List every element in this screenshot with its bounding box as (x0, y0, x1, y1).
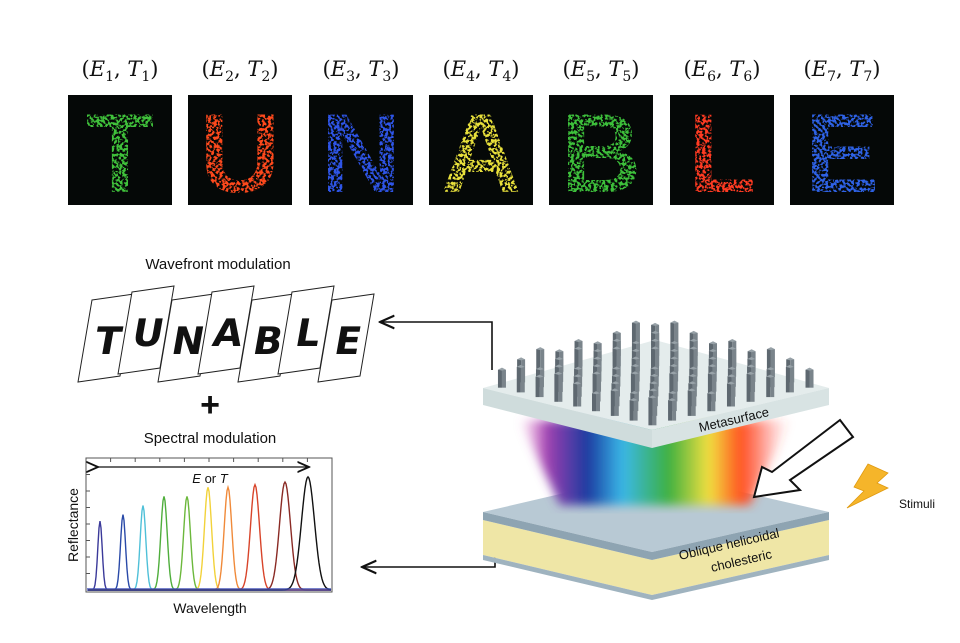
letter-card: A (197, 285, 255, 375)
hologram-tile-u: U (188, 91, 292, 216)
hologram-tile-t: T (68, 91, 172, 216)
hologram-letter: N (321, 91, 402, 216)
nanopillar (516, 364, 525, 393)
wavefront-title: Wavefront modulation (145, 256, 290, 273)
state-label: (E6, T6) (684, 57, 761, 85)
nanopillar (651, 346, 660, 377)
nanopillars (497, 320, 814, 426)
nanopillar (630, 371, 639, 402)
nanopillar (592, 371, 601, 402)
x-axis-label: Wavelength (173, 600, 246, 616)
hologram-tile-e: E (790, 91, 894, 216)
nanopillar (592, 391, 601, 412)
hologram-letter: E (805, 91, 880, 216)
nanopillar (726, 381, 735, 407)
letter-card: E (317, 293, 375, 383)
nanopillar (574, 346, 583, 377)
hologram-letter: L (688, 91, 756, 216)
range-annotation: E or T (192, 471, 228, 486)
wavefront-arrow (380, 322, 493, 370)
letter-card: L (277, 285, 335, 375)
stimuli-label: Stimuli (899, 497, 935, 511)
hologram-letter: B (561, 91, 642, 216)
hologram-tile-n: N (309, 91, 413, 216)
nanopillar (629, 398, 638, 421)
nanopillar (728, 346, 737, 377)
nanopillar (535, 374, 544, 398)
nanopillar (746, 371, 755, 402)
hologram-letter: T (86, 91, 154, 216)
hologram-tile-a: A (429, 91, 533, 216)
letter-card: T (77, 293, 135, 383)
nanopillar (497, 367, 506, 388)
hologram-letter: A (441, 91, 522, 216)
nanopillar (687, 388, 696, 416)
hologram-tile-l: L (670, 91, 774, 216)
reflected-spectrum-beam (520, 420, 790, 505)
nanopillar (766, 374, 775, 398)
baseline (87, 588, 331, 591)
nanopillar (648, 395, 657, 426)
spectrum-chart: E or T Reflectance Wavelength (65, 457, 333, 616)
nanopillar (536, 347, 545, 378)
hologram-letter: U (200, 91, 281, 216)
spectral-title: Spectral modulation (144, 430, 277, 447)
hologram-row: (E1, T1) (E2, T2) (E3, T3) (E4, T4) (E5, T5)… (68, 57, 894, 216)
state-label: (E3, T3) (323, 57, 400, 85)
nanopillar (766, 347, 775, 378)
nanopillar (707, 391, 716, 412)
lightning-icon (846, 463, 889, 509)
nanopillar (669, 371, 678, 402)
plus-sign: + (200, 386, 220, 424)
nanopillar (610, 388, 619, 416)
nanopillar (631, 320, 640, 351)
state-label: (E7, T7) (804, 57, 881, 85)
nanopillar (707, 371, 716, 402)
nanopillar (805, 367, 814, 388)
nanopillar (670, 320, 679, 351)
state-label: (E5, T5) (563, 57, 640, 85)
nanopillar (689, 346, 698, 377)
nanopillar (785, 364, 794, 393)
nanopillar (554, 371, 563, 402)
nanopillar (612, 346, 621, 377)
y-axis-label: Reflectance (65, 488, 81, 562)
device-illustration: Metasurface Oblique helicoidal cholester… (483, 320, 935, 600)
nanopillar (573, 381, 582, 407)
nanopillar (668, 398, 677, 421)
state-label: (E1, T1) (82, 57, 159, 85)
cholesteric-layer (483, 520, 829, 595)
hologram-tile-b: B (549, 91, 653, 216)
state-label: (E4, T4) (443, 57, 520, 85)
spectral-arrow (362, 553, 496, 567)
state-label: (E2, T2) (202, 57, 279, 85)
stimulus-arrow (752, 418, 855, 499)
